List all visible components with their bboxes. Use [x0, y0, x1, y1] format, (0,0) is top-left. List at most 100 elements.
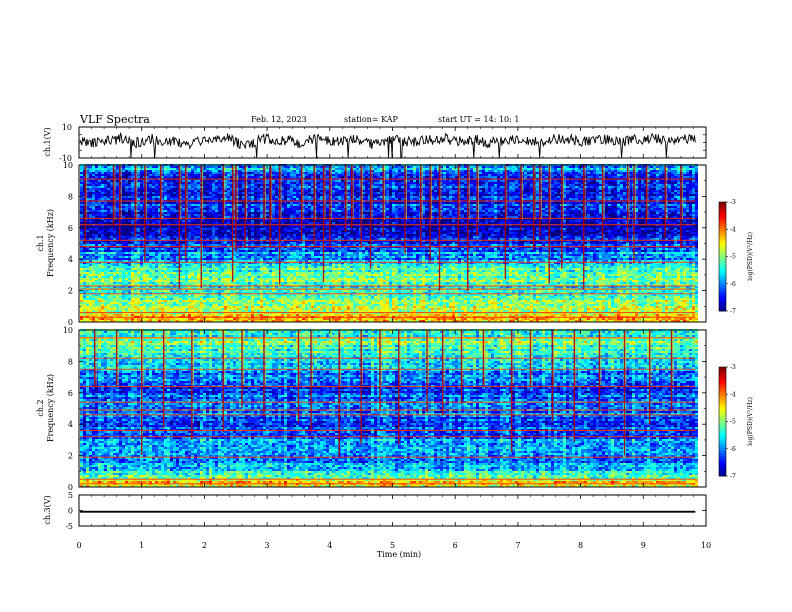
spectrogram-cell [209, 306, 212, 308]
spectrogram-cell [221, 242, 224, 244]
spectrogram-cell [167, 274, 170, 276]
spectrogram-cell [248, 284, 251, 286]
spectrogram-cell [215, 240, 218, 242]
spectrogram-cell [158, 190, 161, 192]
spectrogram-cell [254, 192, 257, 194]
spectrogram-cell [125, 268, 128, 270]
spectrogram-cell [164, 258, 167, 260]
spectrogram-cell [167, 180, 170, 182]
spectrogram-cell [128, 258, 131, 260]
spectrogram-cell [86, 196, 89, 198]
spectrogram-cell [215, 172, 218, 174]
spectrogram-cell [251, 222, 254, 224]
spectrogram-cell [242, 180, 245, 182]
spectrogram-cell [128, 186, 131, 188]
spectrogram-cell [236, 294, 239, 296]
spectrogram-cell [266, 278, 269, 280]
spectrogram-cell [161, 218, 164, 220]
spectrogram-cell [137, 268, 140, 270]
spectrogram-cell [239, 296, 242, 298]
spectrogram-cell [98, 294, 101, 296]
spectrogram-cell [185, 262, 188, 264]
spectrogram-cell [152, 314, 155, 316]
spectrogram-cell [182, 214, 185, 216]
spectrogram-cell [206, 254, 209, 256]
spectrogram-cell [140, 294, 143, 296]
spectrogram-cell [107, 290, 110, 292]
spectrogram-cell [107, 272, 110, 274]
spectrogram-cell [143, 268, 146, 270]
spectrogram-cell [161, 302, 164, 304]
spectrogram-cell [224, 296, 227, 298]
spectrogram-cell [170, 302, 173, 304]
spectrogram-cell [86, 318, 89, 320]
spectrogram-cell [137, 266, 140, 268]
spectrogram-cell [230, 210, 233, 212]
spectrogram-cell [188, 212, 191, 214]
spectrogram-cell [185, 294, 188, 296]
spectrogram-cell [209, 250, 212, 252]
spectrogram-cell [122, 234, 125, 236]
spectrogram-cell [176, 176, 179, 178]
spectrogram-cell [161, 306, 164, 308]
spectrogram-cell [119, 298, 122, 300]
spectrogram-cell [110, 298, 113, 300]
spectrogram-cell [158, 276, 161, 278]
spectrogram-cell [146, 238, 149, 240]
spectrogram-cell [224, 266, 227, 268]
spectrogram-cell [260, 282, 263, 284]
spectrogram-cell [194, 208, 197, 210]
spectrogram-cell [239, 252, 242, 254]
spectrogram-cell [206, 196, 209, 198]
spectrogram-cell [137, 320, 140, 322]
spectrogram-cell [164, 248, 167, 250]
spectrogram-cell [167, 176, 170, 178]
spectrogram-cell [203, 190, 206, 192]
spectrogram-cell [182, 234, 185, 236]
spectrogram-cell [260, 174, 263, 176]
spectrogram-cell [218, 270, 221, 272]
spectrogram-cell [236, 274, 239, 276]
spectrogram-cell [236, 310, 239, 312]
spectrogram-cell [173, 212, 176, 214]
spectrogram-cell [206, 176, 209, 178]
spectrogram-cell [134, 310, 137, 312]
spectrogram-cell [209, 244, 212, 246]
spectrogram-cell [125, 244, 128, 246]
spectrogram-cell [260, 208, 263, 210]
spectrogram-cell [122, 272, 125, 274]
spectrogram-cell [95, 292, 98, 294]
spectrogram-cell [122, 266, 125, 268]
spectrogram-cell [158, 300, 161, 302]
spectrogram-cell [152, 256, 155, 258]
spectrogram-cell [206, 314, 209, 316]
spectrogram-cell [86, 168, 89, 170]
spectrogram-cell [227, 232, 230, 234]
spectrogram-cell [191, 218, 194, 220]
spectrogram-cell [209, 208, 212, 210]
spectrogram-cell [218, 274, 221, 276]
spectrogram-cell [254, 218, 257, 220]
spectrogram-cell [266, 176, 269, 178]
spectrogram-cell [128, 244, 131, 246]
spectrogram-cell [134, 268, 137, 270]
spectrogram-cell [239, 240, 242, 242]
spectrogram-cell [227, 202, 230, 204]
spectrogram-cell [188, 252, 191, 254]
spectrogram-cell [80, 202, 83, 204]
spectrogram-cell [251, 204, 254, 206]
spectrogram-cell [113, 286, 116, 288]
spectrogram-cell [242, 252, 245, 254]
spectrogram-cell [176, 230, 179, 232]
spectrogram-cell [152, 270, 155, 272]
spectrogram-cell [92, 302, 95, 304]
spectrogram-cell [83, 262, 86, 264]
spectrogram-cell [254, 166, 257, 168]
spectrogram-cell [248, 176, 251, 178]
spectrogram-cell [155, 236, 158, 238]
spectrogram-cell [206, 194, 209, 196]
spectrogram-cell [80, 260, 83, 262]
spectrogram-cell [128, 318, 131, 320]
spectrogram-cell [164, 268, 167, 270]
spectrogram-cell [179, 222, 182, 224]
